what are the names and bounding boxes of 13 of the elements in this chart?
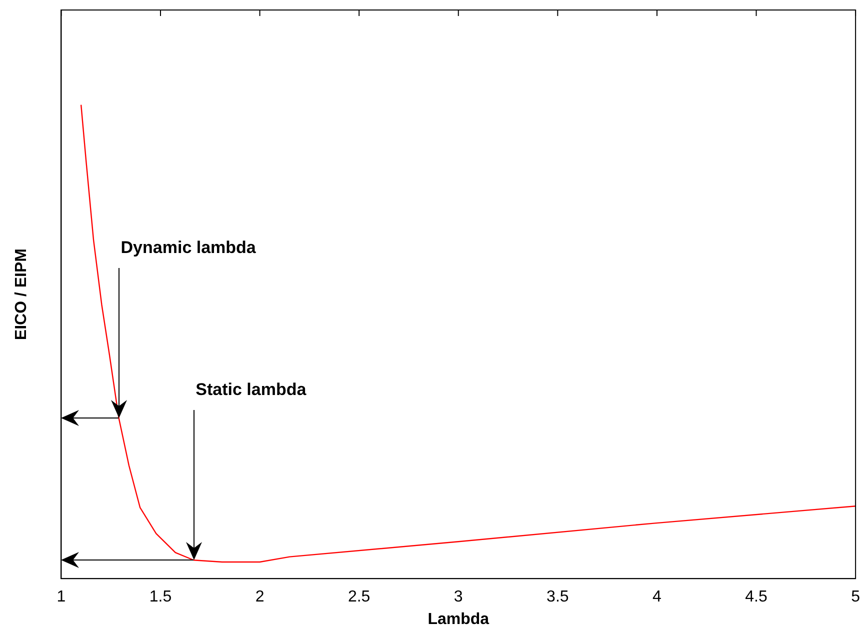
x-axis-title: Lambda (428, 610, 490, 628)
x-tick-label: 4.5 (745, 588, 768, 606)
x-tick-label: 5 (851, 588, 860, 606)
y-axis-title: EICO / EIPM (13, 248, 30, 340)
x-tick-label: 3.5 (546, 588, 569, 606)
x-tick-label: 3 (454, 588, 463, 606)
x-tick-label: 2.5 (348, 588, 370, 606)
x-tick-label: 4 (652, 588, 662, 606)
x-tick-label: 2 (255, 588, 264, 606)
x-tick-label: 1.5 (149, 588, 172, 606)
annotation: Static lambda (196, 380, 306, 400)
x-tick-label: 1 (56, 588, 66, 606)
annotation: Dynamic lambda (120, 238, 256, 258)
